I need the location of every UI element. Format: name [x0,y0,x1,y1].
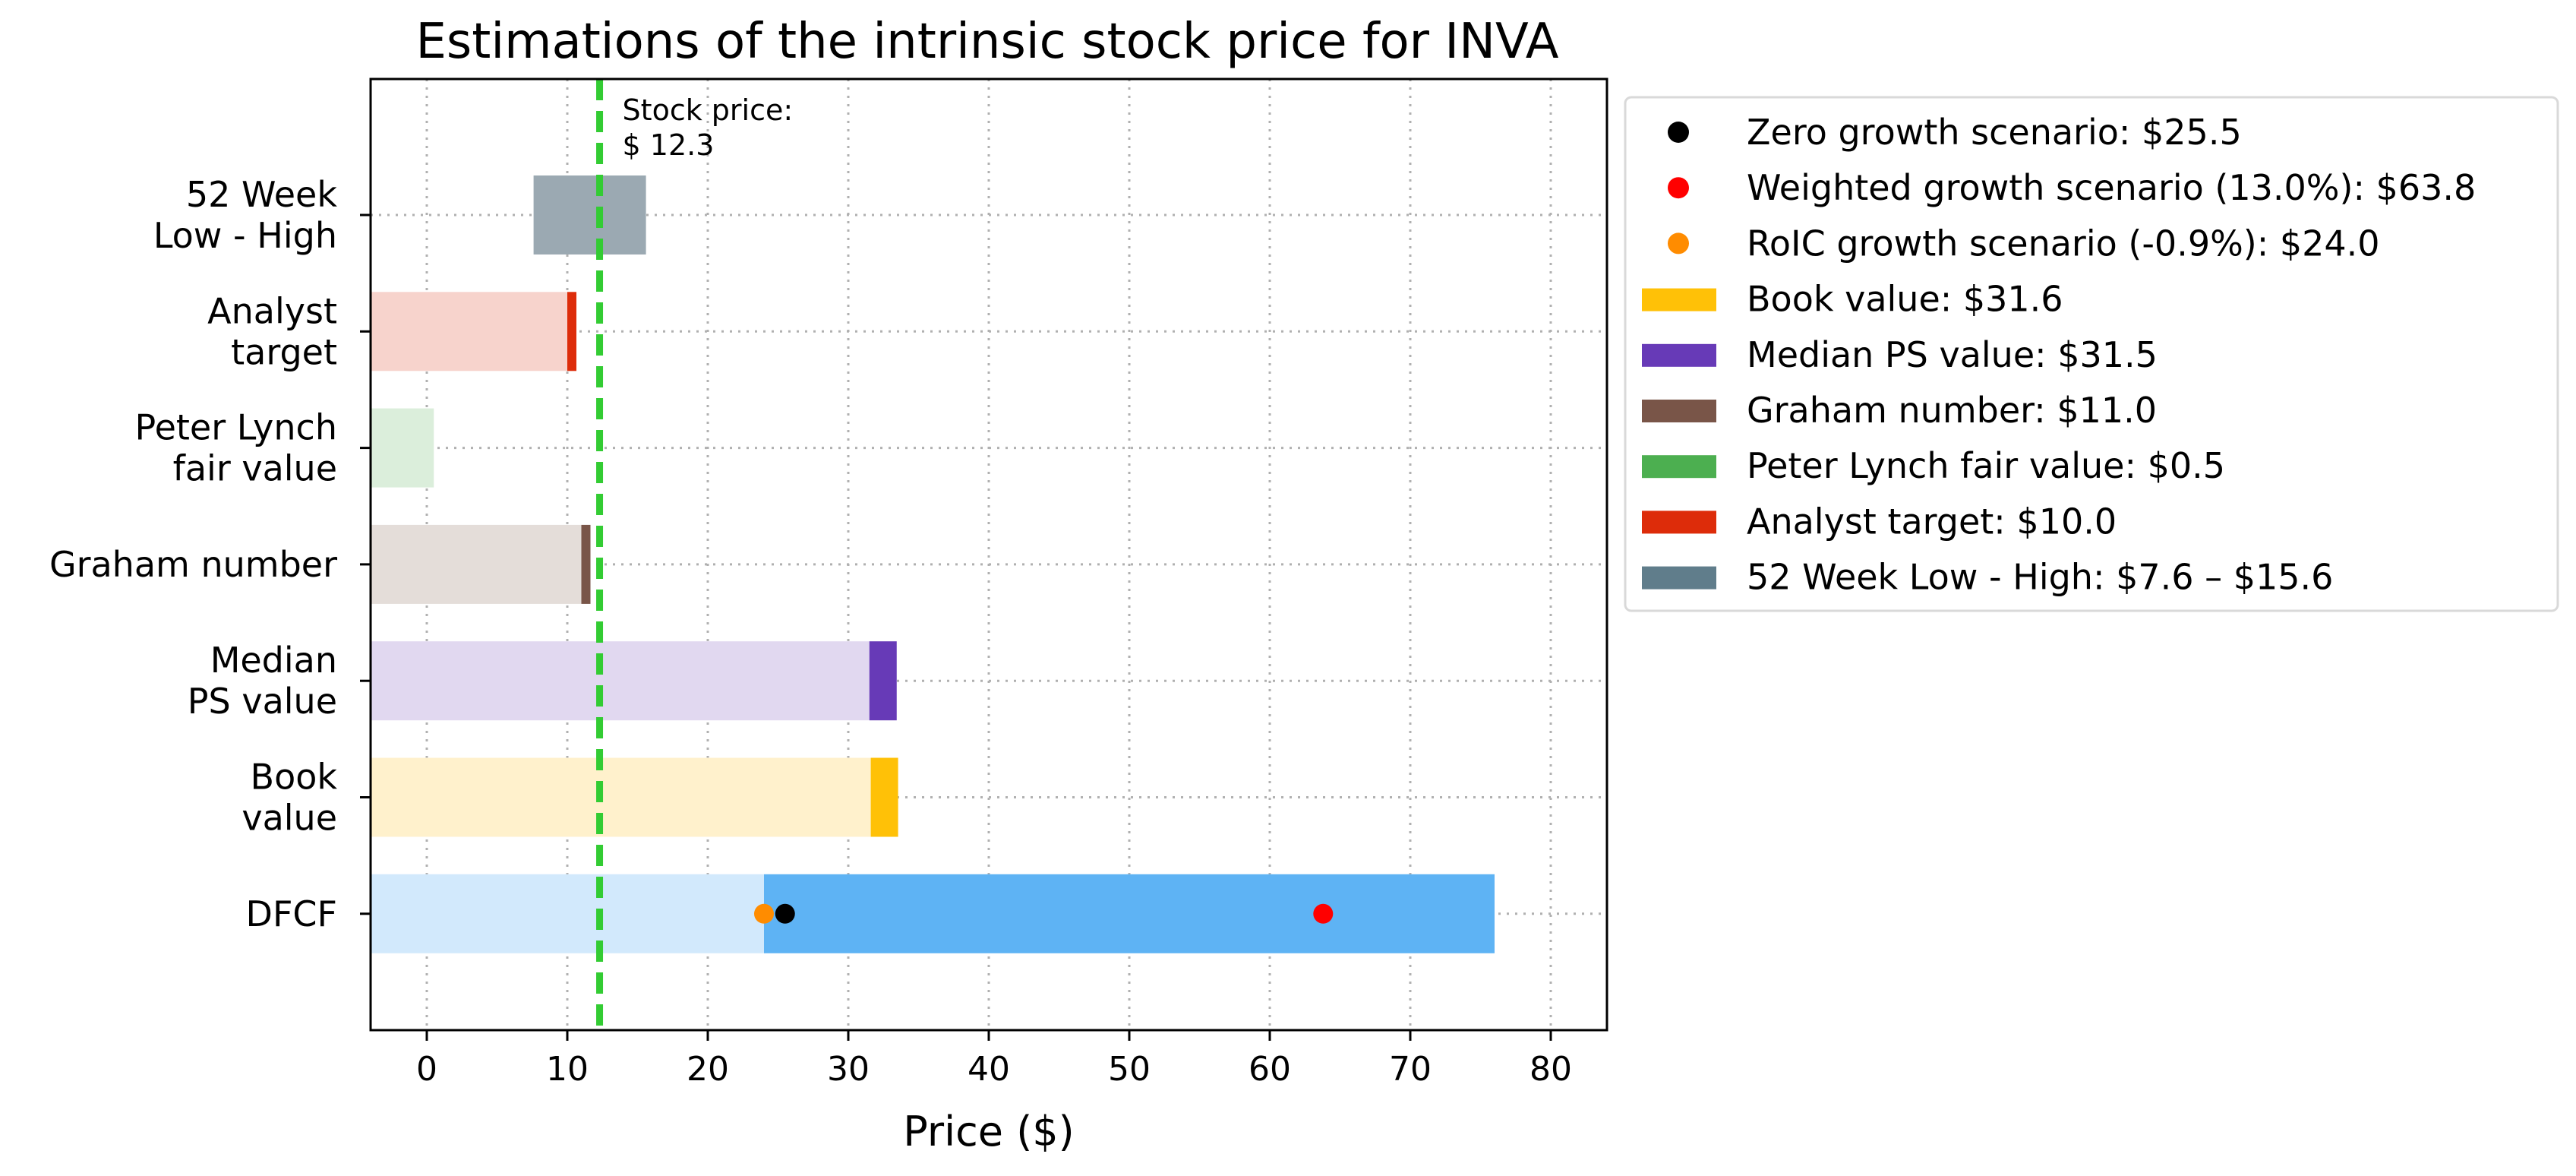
legend: Zero growth scenario: $25.5 Weighted grow… [1624,96,2559,612]
legend-box [1624,96,2559,612]
range-bar [764,874,1495,953]
value-marker-bar [869,641,897,721]
x-tick-label: 20 [687,1050,729,1089]
category-label: Graham number [49,544,337,585]
legend-patch-marker [1642,455,1716,479]
background-bars [371,292,871,953]
chart-title: Estimations of the intrinsic stock price… [415,14,1558,70]
category-label: Median [210,640,337,681]
x-tick-label: 70 [1389,1050,1432,1089]
range-bar [533,175,646,254]
legend-dot-marker [1668,232,1689,254]
legend-patch-marker [1642,343,1716,367]
category-label: target [231,331,337,372]
legend-patch-marker [1642,288,1716,311]
scenario-point [1313,903,1334,924]
legend-label: Zero growth scenario: $25.5 [1747,112,2242,153]
legend-label: Graham number: $11.0 [1747,390,2157,431]
x-tick-label: 60 [1249,1050,1291,1089]
scenario-point [754,903,774,924]
x-tick-label: 0 [416,1050,437,1089]
x-tick-label: 40 [968,1050,1010,1089]
legend-label: Book value: $31.6 [1747,279,2063,320]
category-label: Analyst [207,290,337,331]
legend-label: 52 Week Low - High: $7.6 – $15.6 [1747,557,2333,598]
stock-price-label: $ 12.3 [623,128,715,162]
category-label: DFCF [246,893,337,934]
scenario-points [754,903,1334,924]
background-bar [371,757,871,837]
category-label: PS value [188,681,337,722]
background-bar [371,874,764,953]
category-label: value [242,798,337,839]
legend-patch-marker [1642,566,1716,590]
x-tick-label: 50 [1108,1050,1151,1089]
category-label: Low - High [153,215,337,256]
background-bar [371,641,870,721]
x-tick-label: 30 [827,1050,870,1089]
legend-dot-marker [1668,122,1689,143]
stock-price-label: Stock price: [623,93,794,127]
stock-price-layer: Stock price:$ 12.3 [596,79,794,1030]
value-marker-bar [870,757,898,837]
background-bar [371,524,582,604]
x-tick-label: 10 [546,1050,589,1089]
x-tick-label: 80 [1530,1050,1572,1089]
legend-patch-marker [1642,511,1716,534]
value-bars [533,175,1495,953]
value-marker-bar [567,292,576,371]
background-bar [371,292,567,371]
category-label: fair value [173,448,337,489]
value-marker-bar [581,524,591,604]
category-label: 52 Week [186,174,338,215]
legend-patch-marker [1642,400,1716,422]
background-bar [371,408,434,488]
x-axis-label: Price ($) [903,1108,1074,1155]
x-axis-ticks: 0 10 20 30 40 50 60 70 80 [416,1030,1572,1089]
legend-label: RoIC growth scenario (-0.9%): $24.0 [1747,223,2380,264]
legend-label: Analyst target: $10.0 [1747,501,2117,542]
category-label: Book [251,757,338,798]
legend-label: Weighted growth scenario (13.0%): $63.8 [1747,167,2476,208]
legend-label: Median PS value: $31.5 [1747,334,2158,375]
legend-label: Peter Lynch fair value: $0.5 [1747,445,2225,486]
legend-dot-marker [1668,177,1689,199]
category-label: Peter Lynch [135,407,338,448]
scenario-point [775,903,795,924]
